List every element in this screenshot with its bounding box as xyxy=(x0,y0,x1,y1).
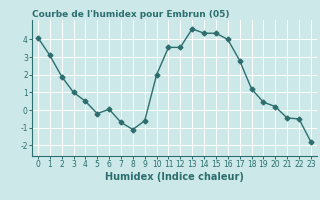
X-axis label: Humidex (Indice chaleur): Humidex (Indice chaleur) xyxy=(105,172,244,182)
Text: Courbe de l'humidex pour Embrun (05): Courbe de l'humidex pour Embrun (05) xyxy=(32,10,229,19)
